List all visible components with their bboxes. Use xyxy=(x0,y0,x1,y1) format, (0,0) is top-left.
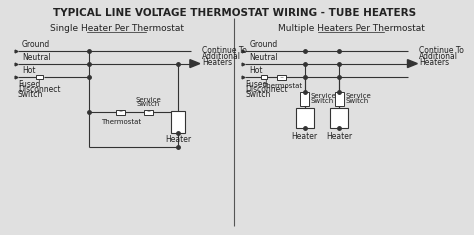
Bar xyxy=(171,111,185,133)
Text: Thermostat: Thermostat xyxy=(262,83,302,89)
Text: Switch: Switch xyxy=(245,90,271,99)
Bar xyxy=(36,75,43,79)
Text: Ground: Ground xyxy=(249,40,277,49)
Text: Heater: Heater xyxy=(326,132,352,141)
Text: Heater: Heater xyxy=(165,135,191,144)
Text: Service: Service xyxy=(136,97,161,103)
Text: Fused: Fused xyxy=(245,80,268,89)
Text: Continue To: Continue To xyxy=(419,46,464,55)
Bar xyxy=(261,75,267,79)
Text: Continue To: Continue To xyxy=(202,46,246,55)
Text: Switch: Switch xyxy=(345,98,368,104)
Text: Service: Service xyxy=(345,93,371,99)
Text: Switch: Switch xyxy=(137,101,160,107)
Bar xyxy=(300,92,309,106)
Text: Hot: Hot xyxy=(22,67,35,75)
Text: Disconnect: Disconnect xyxy=(18,85,60,94)
Text: ~: ~ xyxy=(280,75,284,80)
Text: Service: Service xyxy=(310,93,337,99)
Text: Neutral: Neutral xyxy=(22,53,50,62)
Polygon shape xyxy=(190,60,200,67)
Text: Switch: Switch xyxy=(18,90,43,99)
Text: Heaters: Heaters xyxy=(202,58,232,67)
Text: TYPICAL LINE VOLTAGE THERMOSTAT WIRING - TUBE HEATERS: TYPICAL LINE VOLTAGE THERMOSTAT WIRING -… xyxy=(53,8,416,18)
Text: Additional: Additional xyxy=(202,52,241,61)
Bar xyxy=(335,92,344,106)
Bar xyxy=(277,75,286,80)
Text: ~: ~ xyxy=(146,110,150,114)
Text: Disconnect: Disconnect xyxy=(245,85,288,94)
Text: Ground: Ground xyxy=(22,40,50,49)
Bar xyxy=(330,108,348,128)
Text: Single Heater Per Thermostat: Single Heater Per Thermostat xyxy=(50,24,184,33)
Bar xyxy=(116,110,125,114)
Text: Additional: Additional xyxy=(419,52,458,61)
Text: Multiple Heaters Per Thermostat: Multiple Heaters Per Thermostat xyxy=(278,24,425,33)
Text: Heater: Heater xyxy=(292,132,318,141)
Text: Heaters: Heaters xyxy=(419,58,449,67)
Text: Fused: Fused xyxy=(18,80,40,89)
Text: Neutral: Neutral xyxy=(249,53,278,62)
Polygon shape xyxy=(408,60,418,67)
Bar xyxy=(144,110,153,114)
Text: Hot: Hot xyxy=(249,67,263,75)
Bar xyxy=(296,108,313,128)
Text: ~: ~ xyxy=(118,110,123,114)
Text: Switch: Switch xyxy=(310,98,334,104)
Text: Thermostat: Thermostat xyxy=(100,119,141,125)
